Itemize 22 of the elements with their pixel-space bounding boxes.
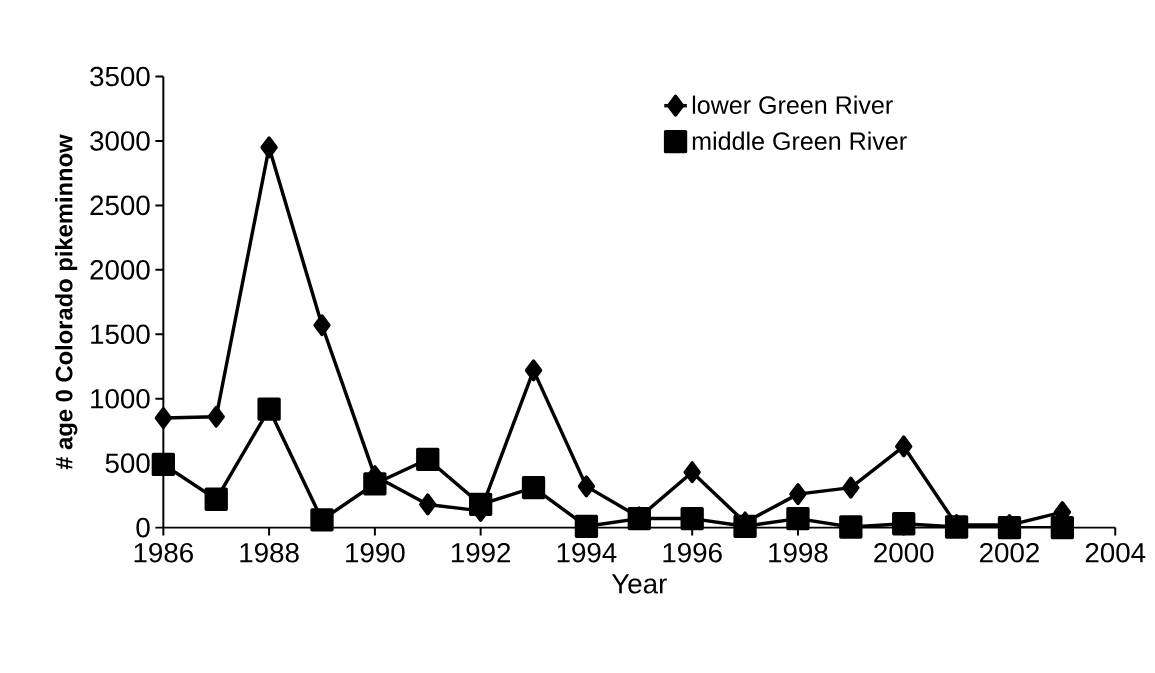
x-tick-label: 2002 [980,543,1039,563]
x-axis-title: Year [611,574,667,594]
y-tick-label: 0 [136,517,150,538]
legend-label: middle Green River [692,131,907,151]
y-tick-label: 1000 [91,389,150,409]
x-tick-label: 1990 [346,543,405,563]
x-tick-label: 1986 [134,543,193,563]
y-tick-label: 3000 [90,131,150,151]
y-tick-label: 3500 [90,66,150,87]
x-tick-label: 1996 [663,543,722,563]
x-tick-label: 2004 [1085,543,1146,563]
y-tick-label: 2500 [90,195,150,216]
x-tick-label: 1998 [769,543,828,563]
y-tick-label: 1500 [91,324,150,345]
y-tick-label: 2000 [90,260,150,280]
x-tick-label: 2000 [874,543,934,563]
legend-label: lower Green River [692,95,893,115]
x-tick-label: 1992 [451,543,511,563]
x-tick-label: 1988 [240,543,299,563]
x-tick-label: 1994 [557,543,617,563]
y-tick-label: 500 [105,453,150,474]
y-axis-title: # age 0 Colorado pikeminnow [55,134,78,470]
